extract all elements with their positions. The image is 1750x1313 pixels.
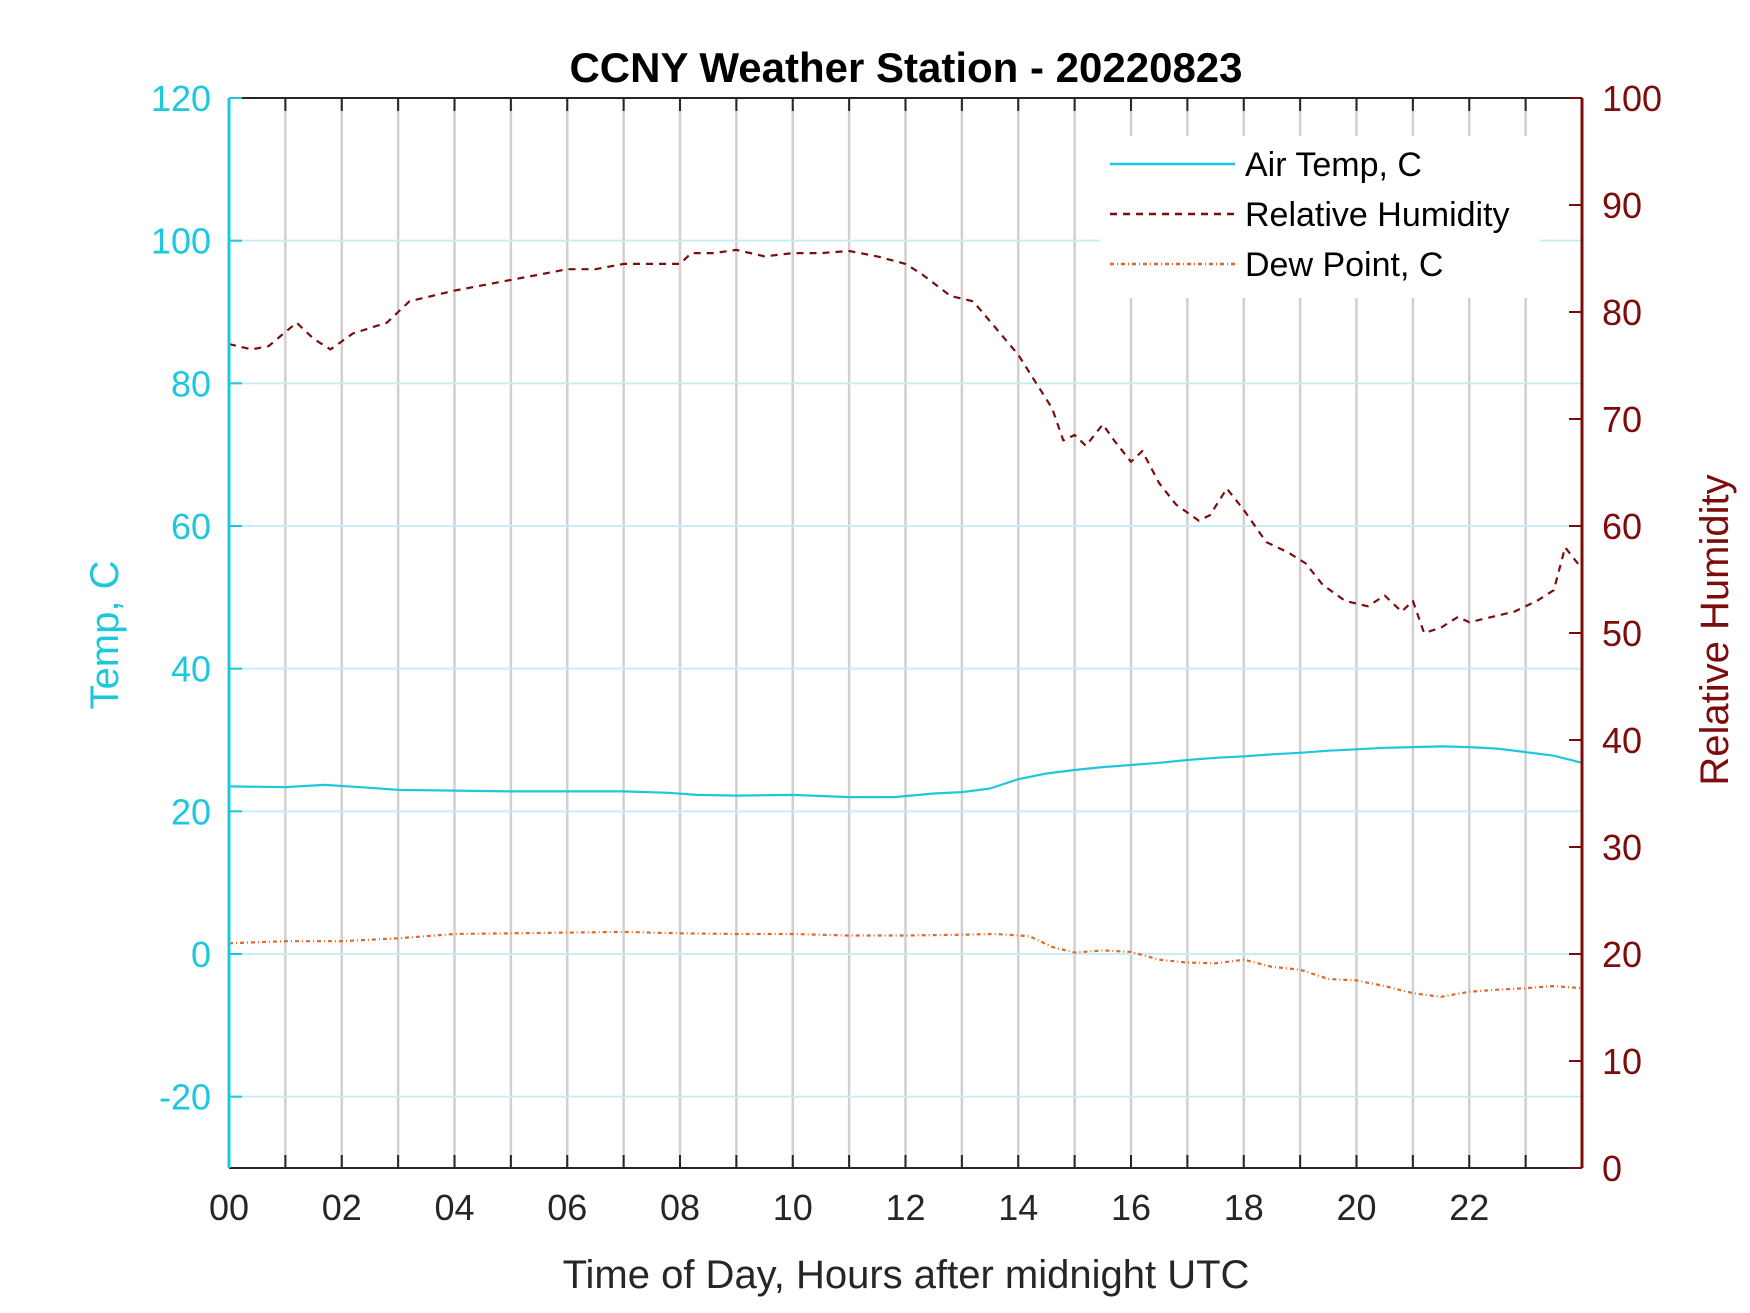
x-axis-label: Time of Day, Hours after midnight UTC	[563, 1253, 1250, 1297]
x-tick-label: 12	[885, 1187, 925, 1228]
x-tick-label: 10	[773, 1187, 813, 1228]
vertical-grid	[284, 98, 1527, 1168]
series-relative-humidity	[228, 248, 1583, 635]
horizontal-grid	[229, 239, 1582, 1098]
series-air-temp	[228, 745, 1583, 799]
right-tick-label: 90	[1602, 185, 1642, 226]
x-tick-label: 04	[434, 1187, 474, 1228]
x-tick-label: 06	[547, 1187, 587, 1228]
x-tick-label: 18	[1224, 1187, 1264, 1228]
x-tick-label: 02	[322, 1187, 362, 1228]
right-tick-label: 100	[1602, 78, 1662, 119]
left-tick-label: 100	[151, 221, 211, 262]
legend-label-air-temp: Air Temp, C	[1245, 146, 1422, 184]
x-tick-label: 22	[1449, 1187, 1489, 1228]
right-tick-label: 50	[1602, 613, 1642, 654]
x-tick-label: 08	[660, 1187, 700, 1228]
legend: Air Temp, C Relative Humidity Dew Point,…	[1100, 136, 1540, 298]
right-tick-label: 0	[1602, 1148, 1622, 1189]
left-axis-label: Temp, C	[83, 561, 127, 710]
left-axis-ticks: -20 0 20 40 60 80 100 120	[151, 78, 242, 1118]
right-tick-label: 20	[1602, 934, 1642, 975]
x-tick-label: 20	[1336, 1187, 1376, 1228]
left-tick-label: 20	[171, 791, 211, 832]
x-tick-label: 00	[209, 1187, 249, 1228]
x-axis-ticks: 00 02 04 06 08 10 12 14 16 18 20 22	[209, 98, 1527, 1228]
right-tick-label: 80	[1602, 292, 1642, 333]
left-tick-label: 120	[151, 78, 211, 119]
right-tick-label: 70	[1602, 399, 1642, 440]
left-tick-label: 40	[171, 649, 211, 690]
left-tick-label: 0	[191, 934, 211, 975]
right-tick-label: 30	[1602, 827, 1642, 868]
legend-label-relative-humidity: Relative Humidity	[1245, 196, 1510, 234]
series-group	[228, 248, 1583, 998]
legend-label-dew-point: Dew Point, C	[1245, 246, 1443, 284]
right-tick-label: 40	[1602, 720, 1642, 761]
right-axis-label: Relative Humidity	[1693, 474, 1737, 785]
x-tick-label: 14	[998, 1187, 1038, 1228]
right-tick-label: 60	[1602, 506, 1642, 547]
right-axis-ticks: 0 10 20 30 40 50 60 70 80 90 100	[1569, 78, 1662, 1189]
right-tick-label: 10	[1602, 1041, 1642, 1082]
left-tick-label: -20	[159, 1077, 211, 1118]
left-tick-label: 80	[171, 363, 211, 404]
x-tick-label: 16	[1111, 1187, 1151, 1228]
left-tick-label: 60	[171, 506, 211, 547]
chart-title: CCNY Weather Station - 20220823	[569, 44, 1242, 91]
